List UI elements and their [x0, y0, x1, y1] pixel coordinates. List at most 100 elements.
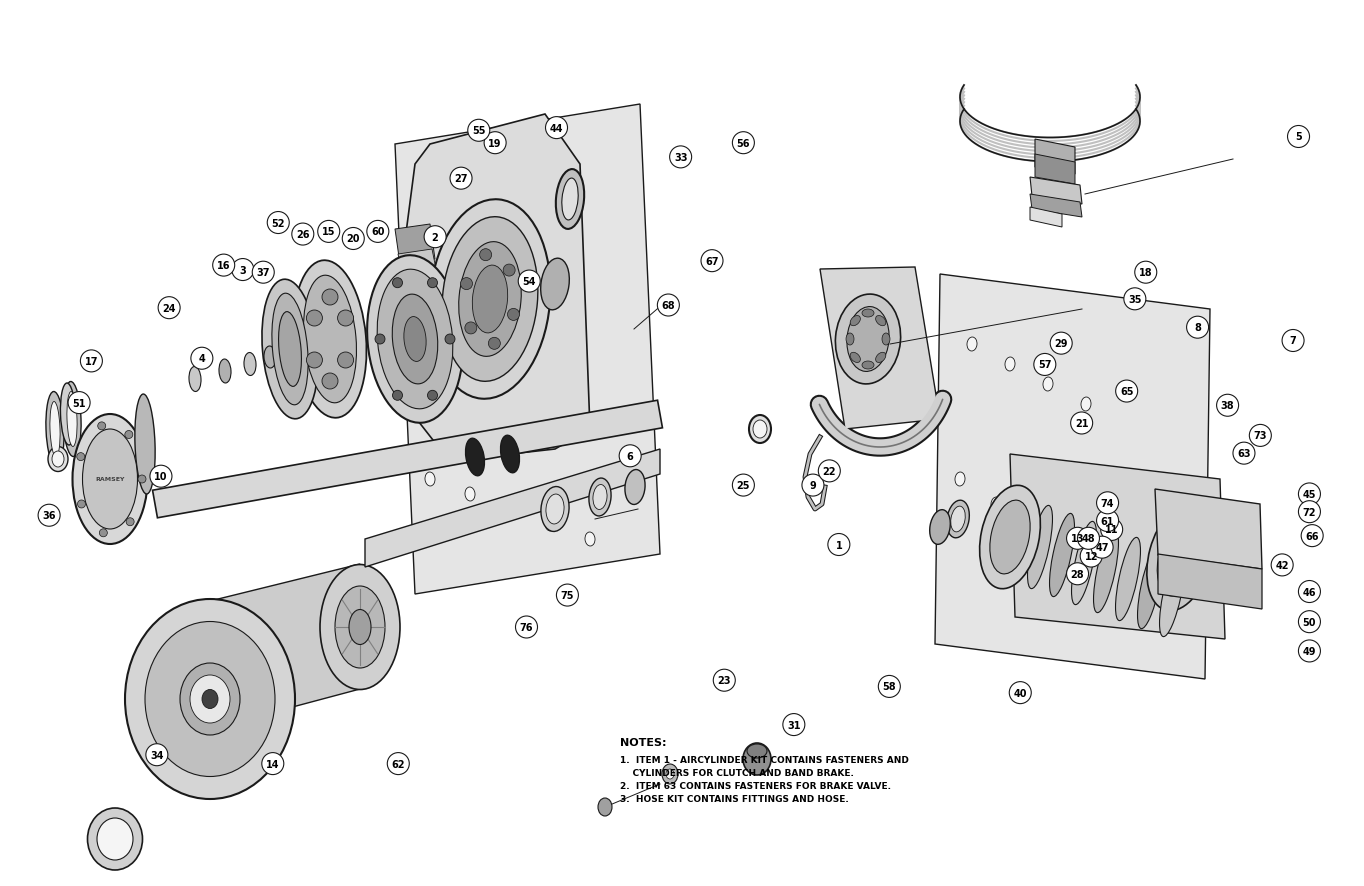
- Circle shape: [670, 147, 692, 168]
- Ellipse shape: [289, 340, 301, 361]
- Ellipse shape: [1027, 523, 1037, 536]
- Circle shape: [1034, 354, 1056, 376]
- Polygon shape: [820, 268, 940, 430]
- Ellipse shape: [484, 201, 492, 213]
- Ellipse shape: [666, 769, 674, 779]
- Ellipse shape: [1027, 506, 1053, 589]
- Text: 40: 40: [1013, 688, 1027, 698]
- Ellipse shape: [883, 334, 889, 346]
- Circle shape: [213, 255, 235, 276]
- Circle shape: [125, 518, 134, 526]
- Text: 55: 55: [472, 126, 486, 136]
- Ellipse shape: [378, 270, 453, 409]
- Text: 44: 44: [550, 123, 563, 134]
- Ellipse shape: [336, 587, 385, 668]
- Circle shape: [191, 348, 213, 369]
- Circle shape: [252, 262, 274, 284]
- Circle shape: [342, 229, 364, 250]
- Circle shape: [461, 278, 472, 291]
- Circle shape: [488, 338, 501, 350]
- Text: RAMSEY: RAMSEY: [95, 477, 124, 482]
- Ellipse shape: [265, 346, 276, 369]
- Ellipse shape: [1099, 572, 1109, 587]
- Polygon shape: [1155, 489, 1262, 570]
- Ellipse shape: [87, 808, 142, 870]
- Text: 72: 72: [1303, 507, 1316, 517]
- Ellipse shape: [562, 179, 578, 221]
- Text: 29: 29: [1054, 338, 1068, 349]
- Circle shape: [1299, 641, 1320, 662]
- Circle shape: [818, 461, 840, 482]
- Circle shape: [322, 374, 338, 390]
- Circle shape: [1080, 546, 1102, 567]
- Text: 8: 8: [1194, 323, 1202, 333]
- Text: 26: 26: [296, 229, 310, 240]
- Circle shape: [503, 265, 516, 276]
- Circle shape: [1271, 555, 1293, 576]
- Circle shape: [657, 295, 679, 316]
- Circle shape: [518, 271, 540, 292]
- Circle shape: [337, 353, 353, 369]
- Ellipse shape: [1072, 522, 1097, 605]
- Text: 19: 19: [488, 138, 502, 149]
- Text: 75: 75: [561, 590, 574, 601]
- Polygon shape: [1009, 455, 1225, 640]
- Ellipse shape: [1138, 546, 1162, 629]
- Text: 57: 57: [1038, 360, 1052, 370]
- Text: 50: 50: [1303, 617, 1316, 627]
- Polygon shape: [400, 115, 591, 455]
- Circle shape: [375, 335, 385, 345]
- Ellipse shape: [862, 361, 874, 369]
- Ellipse shape: [625, 470, 645, 505]
- Text: 51: 51: [72, 398, 86, 408]
- Text: 2.  ITEM 63 CONTAINS FASTENERS FOR BRAKE VALVE.: 2. ITEM 63 CONTAINS FASTENERS FOR BRAKE …: [621, 781, 891, 790]
- Ellipse shape: [135, 394, 155, 494]
- Ellipse shape: [465, 439, 484, 477]
- Circle shape: [1050, 333, 1072, 354]
- Text: 42: 42: [1275, 560, 1289, 571]
- Circle shape: [450, 168, 472, 190]
- Ellipse shape: [145, 622, 276, 777]
- Text: 9: 9: [810, 480, 816, 491]
- Ellipse shape: [1049, 514, 1075, 597]
- Text: 65: 65: [1120, 386, 1133, 397]
- Ellipse shape: [349, 610, 371, 645]
- Ellipse shape: [876, 316, 885, 326]
- Text: 16: 16: [217, 260, 231, 271]
- Circle shape: [516, 617, 537, 638]
- Text: 74: 74: [1101, 498, 1114, 509]
- Circle shape: [125, 431, 132, 439]
- Circle shape: [1101, 519, 1123, 540]
- Circle shape: [424, 227, 446, 248]
- Ellipse shape: [1082, 398, 1091, 411]
- Circle shape: [465, 323, 477, 335]
- Ellipse shape: [876, 353, 885, 363]
- Text: 13: 13: [1071, 533, 1084, 544]
- Circle shape: [150, 466, 172, 487]
- Text: 11: 11: [1105, 525, 1118, 535]
- Circle shape: [76, 453, 85, 461]
- Circle shape: [267, 213, 289, 234]
- Ellipse shape: [747, 744, 767, 758]
- Ellipse shape: [862, 309, 874, 318]
- Text: 3.  HOSE KIT CONTAINS FITTINGS AND HOSE.: 3. HOSE KIT CONTAINS FITTINGS AND HOSE.: [621, 794, 848, 803]
- Ellipse shape: [190, 367, 201, 392]
- Circle shape: [427, 391, 438, 400]
- Ellipse shape: [430, 200, 551, 400]
- Polygon shape: [1030, 195, 1082, 218]
- Ellipse shape: [1159, 554, 1184, 637]
- Circle shape: [713, 670, 735, 691]
- Circle shape: [701, 251, 723, 272]
- Text: 61: 61: [1101, 516, 1114, 526]
- Text: 46: 46: [1303, 587, 1316, 597]
- Ellipse shape: [63, 382, 80, 457]
- Circle shape: [393, 278, 402, 288]
- Circle shape: [318, 222, 340, 243]
- Text: 34: 34: [150, 750, 164, 760]
- Circle shape: [138, 476, 146, 484]
- Ellipse shape: [967, 338, 977, 352]
- Circle shape: [1282, 330, 1304, 352]
- Text: 10: 10: [154, 471, 168, 482]
- Text: 56: 56: [737, 138, 750, 149]
- Circle shape: [158, 298, 180, 319]
